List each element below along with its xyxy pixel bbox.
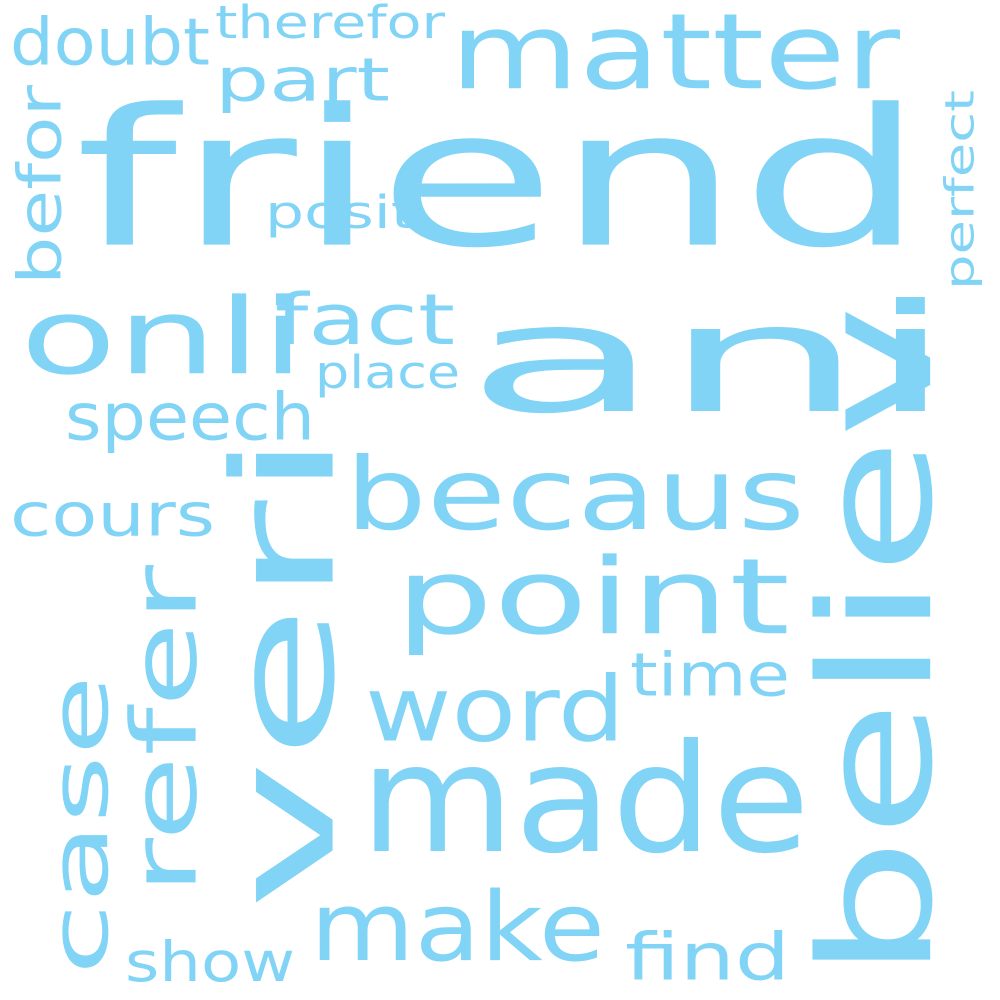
word-part: part — [215, 44, 390, 115]
word-refer: refer — [111, 565, 218, 895]
word-befor: befor — [4, 85, 75, 285]
word-show: show — [125, 930, 295, 995]
word-matter: matter — [450, 0, 900, 114]
word-speech: speech — [65, 379, 315, 456]
word-place: place — [315, 345, 460, 399]
word-friend: friend — [75, 67, 925, 291]
word-case: case — [32, 675, 127, 975]
word-cours: cours — [10, 479, 215, 550]
word-doubt: doubt — [10, 4, 211, 81]
word-veri: veri — [202, 430, 367, 910]
word-fact: fact — [275, 278, 455, 361]
word-onli: onli — [20, 275, 305, 399]
word-posit: posit — [265, 185, 415, 239]
word-becaus: becaus — [345, 436, 805, 553]
word-time: time — [630, 639, 790, 710]
word-make: make — [310, 871, 605, 983]
word-believ: believ — [786, 304, 968, 980]
word-word: word — [365, 656, 625, 763]
word-perfect: perfect — [936, 90, 984, 290]
word-therefor: therefor — [215, 0, 445, 49]
word-made: made — [360, 711, 810, 887]
word-ani: ani — [465, 271, 955, 447]
word-find: find — [625, 919, 790, 996]
word-point: point — [395, 535, 790, 659]
